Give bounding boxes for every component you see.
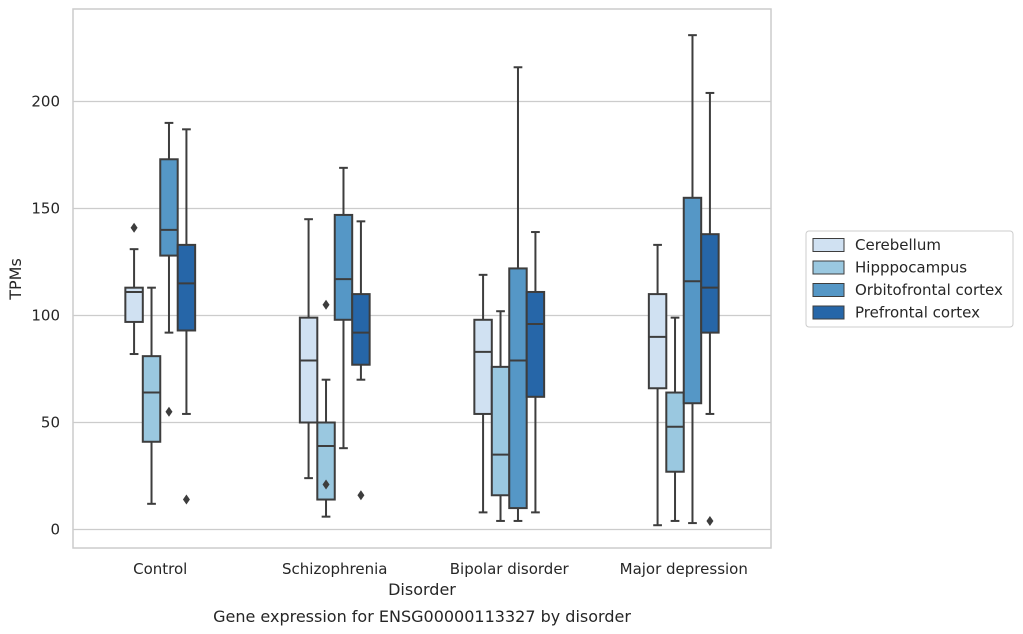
box-group [298, 218, 319, 480]
y-tick-label: 50 [41, 414, 60, 432]
x-tick-label: Bipolar disorder [450, 560, 570, 578]
outlier-point [182, 494, 190, 505]
box-group [124, 222, 144, 356]
box-group [490, 310, 511, 522]
box-iqr [647, 293, 668, 390]
legend-label: Hipppocampus [855, 259, 967, 277]
box-group [141, 286, 162, 505]
box-group [351, 220, 371, 501]
legend-label: Cerebellum [855, 236, 941, 254]
y-tick-label: 100 [31, 307, 60, 325]
box-group [647, 243, 668, 527]
legend: Cerebellum Hipppocampus Orbitofrontal cort… [805, 230, 1014, 328]
box-iqr [700, 233, 720, 334]
x-tick-label: Major depression [620, 560, 748, 578]
legend-swatch [812, 283, 845, 297]
y-tick-labels: 0 50 100 150 200 [31, 93, 60, 539]
box-group [333, 166, 354, 450]
box-layer [124, 34, 720, 527]
outlier-point [357, 490, 365, 501]
box-iqr [333, 213, 354, 321]
x-tick-label: Schizophrenia [282, 560, 387, 578]
outlier-point [322, 479, 330, 490]
box-iqr [298, 316, 319, 424]
chart-caption: Gene expression for ENSG00000113327 by d… [213, 607, 631, 626]
outlier-point [706, 515, 714, 526]
legend-label: Prefrontal cortex [855, 304, 980, 322]
outlier-point [130, 222, 138, 233]
x-tick-label: Control [133, 560, 187, 578]
legend-swatch [812, 260, 845, 275]
box-iqr [473, 318, 493, 415]
box-iqr [665, 391, 685, 473]
legend-frame [805, 230, 1014, 328]
y-tick-label: 200 [31, 93, 60, 111]
legend-swatch [812, 238, 845, 252]
legend-label: Orbitofrontal cortex [855, 281, 1003, 299]
y-tick-label: 0 [50, 521, 60, 539]
box-iqr [159, 158, 179, 257]
y-axis-title: TPMs [6, 258, 25, 301]
box-group [473, 273, 493, 514]
box-group [665, 316, 685, 522]
box-iqr [351, 293, 371, 366]
outlier-point [322, 299, 330, 310]
box-group [159, 121, 179, 417]
box-iqr [525, 290, 546, 398]
x-tick-labels: Control Schizophrenia Bipolar disorder Majo… [133, 560, 748, 578]
box-group [176, 128, 197, 505]
x-axis-title: Disorder [388, 580, 456, 599]
box-iqr [316, 421, 336, 501]
box-group [316, 299, 336, 518]
outlier-point [165, 406, 173, 417]
box-iqr [176, 243, 197, 332]
box-iqr [508, 267, 528, 510]
box-group [700, 91, 720, 526]
legend-swatch [812, 305, 845, 320]
y-tick-label: 150 [31, 200, 60, 218]
box-group [525, 231, 546, 514]
box-iqr [682, 196, 703, 405]
box-group [682, 34, 703, 525]
box-iqr [490, 365, 511, 497]
box-iqr [141, 355, 162, 443]
box-iqr [124, 286, 144, 323]
